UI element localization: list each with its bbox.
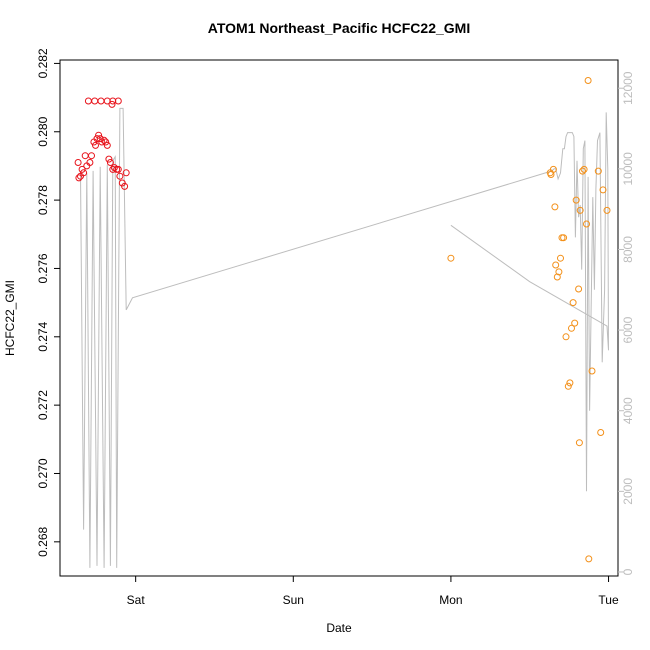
series-1-point bbox=[93, 135, 101, 143]
y-tick-label: 0.274 bbox=[36, 321, 50, 351]
series-2-point bbox=[597, 429, 605, 436]
series-2-point bbox=[575, 439, 583, 447]
series-2-point bbox=[569, 299, 577, 307]
secondary-series-layer bbox=[80, 107, 609, 568]
series-2-point bbox=[599, 186, 607, 194]
series-2-point bbox=[576, 206, 584, 214]
secondary-series-line bbox=[80, 107, 609, 568]
x-tick-label: Sun bbox=[283, 593, 304, 607]
y-tick-label: 0.270 bbox=[36, 458, 50, 488]
series-2-point bbox=[579, 167, 586, 175]
series-2-point bbox=[566, 379, 574, 387]
series-2-point bbox=[555, 268, 563, 276]
series-1-point bbox=[121, 182, 129, 190]
series-2-point bbox=[585, 555, 593, 563]
series-2-point bbox=[571, 319, 579, 327]
y2-tick-label: 2000 bbox=[621, 478, 635, 505]
series-2-point bbox=[572, 196, 580, 204]
y-tick-label: 0.272 bbox=[36, 390, 50, 420]
series-1-point bbox=[74, 159, 82, 166]
secondary-y-axis: 0 2000 4000 6000 8000 10000 12000 bbox=[618, 71, 635, 575]
y2-tick-label: 4000 bbox=[621, 397, 635, 424]
series-1-point bbox=[80, 169, 88, 177]
y2-tick-label: 8000 bbox=[621, 236, 635, 263]
series-1-point bbox=[97, 97, 105, 105]
series-1-point bbox=[122, 169, 130, 177]
series-2-point bbox=[447, 254, 455, 262]
series-1-point bbox=[88, 152, 95, 160]
series-2-point bbox=[562, 333, 570, 341]
series-1-point bbox=[110, 164, 118, 172]
series-2-point bbox=[549, 165, 557, 173]
series-2-point bbox=[584, 77, 592, 84]
series-1-point bbox=[75, 174, 83, 182]
series-2-point bbox=[560, 234, 568, 242]
x-axis-label: Date bbox=[326, 621, 352, 635]
series-1-point bbox=[78, 165, 86, 173]
series-2-point bbox=[588, 367, 596, 375]
series-2-point bbox=[603, 206, 611, 214]
series-1-point bbox=[106, 159, 114, 166]
y2-tick-label: 10000 bbox=[621, 152, 635, 186]
series-1-point bbox=[114, 165, 122, 173]
series-1-point bbox=[116, 172, 124, 180]
series-1-point bbox=[91, 97, 99, 105]
y-tick-label: 0.280 bbox=[36, 116, 50, 146]
y2-tick-label: 0 bbox=[621, 568, 635, 575]
series-1-point bbox=[81, 152, 89, 160]
series-2-point bbox=[568, 324, 575, 332]
chart-title: ATOM1 Northeast_Pacific HCFC22_GMI bbox=[208, 20, 470, 36]
x-axis: Sat Sun Mon Tue bbox=[127, 576, 619, 607]
series-2-point bbox=[551, 203, 559, 211]
series-1-point bbox=[86, 159, 94, 166]
series-2-point bbox=[552, 261, 560, 269]
y-axis-label: HCFC22_GMI bbox=[3, 280, 17, 356]
y-tick-label: 0.282 bbox=[36, 48, 50, 78]
series-1-point bbox=[105, 155, 113, 163]
series-1-point bbox=[84, 97, 92, 105]
series-1-point bbox=[103, 141, 111, 149]
x-tick-label: Tue bbox=[598, 593, 619, 607]
y-tick-label: 0.276 bbox=[36, 253, 50, 283]
series-1-point bbox=[102, 138, 110, 146]
y-tick-label: 0.268 bbox=[36, 526, 50, 556]
series-1-point bbox=[114, 97, 122, 105]
plot-frame bbox=[59, 59, 619, 577]
y-axis: 0.268 0.270 0.272 0.274 0.276 0.278 0.280 0.282 bbox=[36, 48, 60, 557]
y2-tick-label: 6000 bbox=[621, 316, 635, 343]
series-2-point bbox=[575, 285, 583, 293]
series-2-point bbox=[557, 254, 564, 262]
x-tick-label: Sat bbox=[127, 593, 146, 607]
series-2-point bbox=[594, 167, 602, 175]
series-1-point bbox=[92, 141, 99, 149]
series-2-point bbox=[564, 382, 572, 390]
series-1-point bbox=[95, 131, 103, 139]
points-layer bbox=[74, 77, 611, 563]
series-1-point bbox=[100, 136, 108, 144]
series-2-point bbox=[583, 220, 590, 228]
y-tick-label: 0.278 bbox=[36, 185, 50, 215]
series-2-point bbox=[580, 165, 588, 173]
series-1-point bbox=[108, 100, 116, 108]
y2-tick-label: 12000 bbox=[621, 71, 635, 105]
x-tick-label: Mon bbox=[439, 593, 462, 607]
series-1-point bbox=[96, 135, 104, 143]
